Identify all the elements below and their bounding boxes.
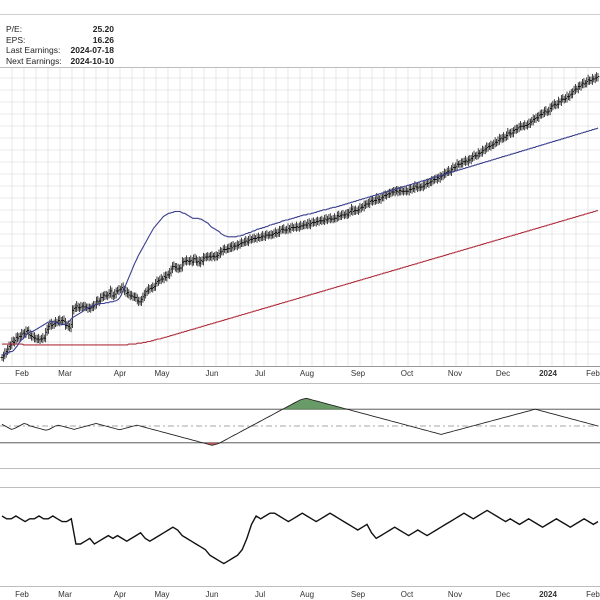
x-tick-label: Sep [351, 590, 366, 599]
x-tick-label: Nov [448, 590, 462, 599]
x-tick-label: Aug [300, 369, 314, 378]
x-tick-label: Mar [58, 369, 72, 378]
x-tick-label: Dec [496, 369, 510, 378]
moving-average-slow-line [2, 210, 598, 346]
x-tick-label: Feb [586, 369, 600, 378]
last-earnings-value: 2024-07-18 [70, 45, 114, 56]
x-tick-label: Nov [448, 369, 462, 378]
x-tick-label: Jul [255, 590, 265, 599]
overbought-fill [284, 398, 344, 410]
oversold-fill [205, 442, 219, 446]
x-tick-label: Jul [255, 369, 265, 378]
x-tick-label: May [154, 369, 169, 378]
x-tick-label: Feb [15, 369, 29, 378]
info-panel: P/E: 25.20 EPS: 16.26 Last Earnings: 202… [6, 24, 114, 66]
moving-average-fast-line [2, 127, 599, 356]
info-row-next-earnings: Next Earnings: 2024-10-10 [6, 56, 114, 67]
next-earnings-value: 2024-10-10 [70, 55, 114, 66]
x-tick-label: May [154, 590, 169, 599]
x-tick-label: Oct [401, 590, 414, 599]
price-bars [0, 72, 600, 362]
x-tick-label: 2024 [539, 369, 557, 378]
info-row-eps: EPS: 16.26 [6, 35, 114, 46]
pe-value: 25.20 [92, 24, 114, 34]
info-row-pe: P/E: 25.20 [6, 24, 114, 35]
oscillator-panel [0, 383, 600, 469]
x-tick-label: Sep [351, 369, 366, 378]
x-tick-label: Oct [401, 369, 414, 378]
indicator-panel [0, 487, 600, 587]
x-tick-label: Feb [15, 590, 29, 599]
x-tick-label: Feb [586, 590, 600, 599]
x-tick-label: Mar [58, 590, 72, 599]
x-tick-label: Dec [496, 590, 510, 599]
eps-label: EPS: [6, 34, 26, 45]
last-earnings-label: Last Earnings: [6, 45, 61, 56]
oscillator-line [1, 397, 599, 446]
price-panel [0, 14, 600, 367]
pe-label: P/E: [6, 24, 23, 34]
x-tick-label: Apr [114, 590, 127, 599]
indicator-line [1, 509, 599, 565]
indicator-x-axis: Feb Mar Apr May Jun Jul Aug Sep Oct Nov Dec 2024 Feb [15, 590, 600, 599]
price-x-axis: Feb Mar Apr May Jun Jul Aug Sep Oct Nov Dec 2024 Feb [15, 369, 600, 378]
x-tick-label: Aug [300, 590, 314, 599]
x-tick-label: Jun [206, 590, 219, 599]
eps-value: 16.26 [92, 34, 114, 45]
x-tick-label: Jun [206, 369, 219, 378]
next-earnings-label: Next Earnings: [6, 55, 62, 66]
x-tick-label: Apr [114, 369, 127, 378]
x-tick-label: 2024 [539, 590, 557, 599]
info-row-last-earnings: Last Earnings: 2024-07-18 [6, 45, 114, 56]
